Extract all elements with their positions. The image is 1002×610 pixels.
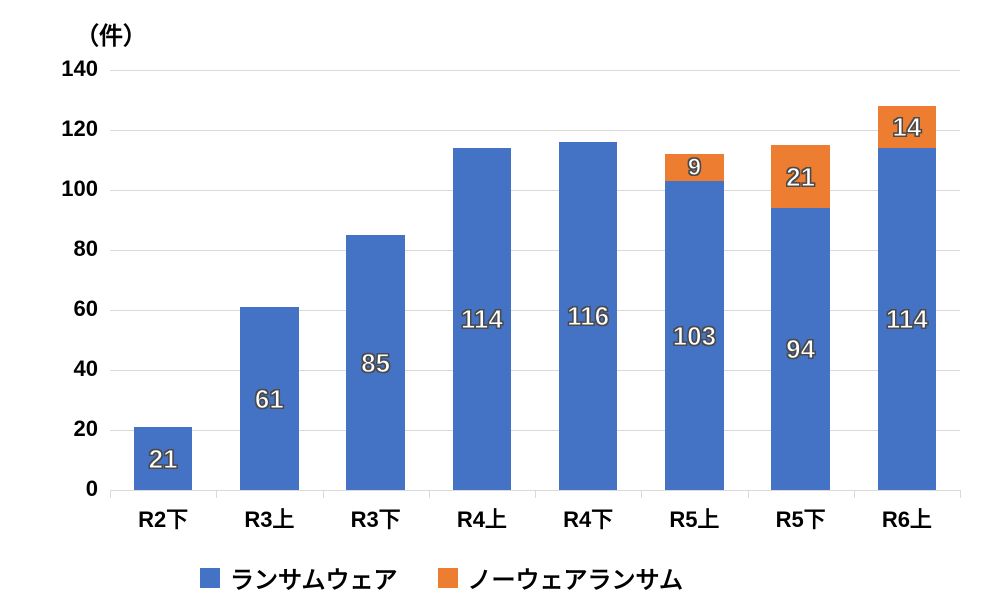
bar-value-label: 85 bbox=[346, 350, 404, 376]
x-tick-label: R3下 bbox=[323, 502, 429, 534]
x-tick-label: R2下 bbox=[110, 502, 216, 534]
x-tick-mark bbox=[641, 490, 642, 498]
gridline bbox=[110, 430, 960, 431]
bar-value-label: 114 bbox=[878, 306, 936, 332]
bar-value-label: 21 bbox=[771, 164, 829, 190]
plot-area: 02040608010012014021R2下61R3上85R3下114R4上1… bbox=[110, 70, 960, 490]
y-tick-label: 140 bbox=[38, 56, 98, 82]
x-tick-mark bbox=[960, 490, 961, 498]
x-tick-label: R3上 bbox=[216, 502, 322, 534]
x-tick-mark bbox=[216, 490, 217, 498]
x-tick-label: R4下 bbox=[535, 502, 641, 534]
y-tick-label: 100 bbox=[38, 176, 98, 202]
x-tick-label: R4上 bbox=[429, 502, 535, 534]
x-tick-mark bbox=[854, 490, 855, 498]
legend-swatch bbox=[438, 568, 458, 588]
y-tick-label: 40 bbox=[38, 356, 98, 382]
gridline bbox=[110, 70, 960, 71]
legend-item-noware_ransom: ノーウェアランサム bbox=[438, 560, 684, 595]
x-tick-mark bbox=[429, 490, 430, 498]
gridline bbox=[110, 130, 960, 131]
x-tick-label: R6上 bbox=[854, 502, 960, 534]
bar-value-label: 21 bbox=[134, 446, 192, 472]
gridline bbox=[110, 190, 960, 191]
gridline bbox=[110, 310, 960, 311]
bar-value-label: 9 bbox=[665, 156, 723, 180]
gridline bbox=[110, 370, 960, 371]
legend-label: ランサムウェア bbox=[230, 560, 398, 595]
bar-value-label: 116 bbox=[559, 303, 617, 329]
y-tick-label: 120 bbox=[38, 116, 98, 142]
gridline bbox=[110, 250, 960, 251]
y-tick-label: 20 bbox=[38, 416, 98, 442]
bar-value-label: 94 bbox=[771, 336, 829, 362]
y-tick-label: 0 bbox=[38, 476, 98, 502]
bar-value-label: 114 bbox=[453, 306, 511, 332]
x-tick-mark bbox=[110, 490, 111, 498]
legend-item-ransomware: ランサムウェア bbox=[200, 560, 398, 595]
legend-label: ノーウェアランサム bbox=[468, 560, 684, 595]
x-tick-label: R5上 bbox=[641, 502, 747, 534]
y-tick-label: 80 bbox=[38, 236, 98, 262]
legend-swatch bbox=[200, 568, 220, 588]
bar-value-label: 14 bbox=[878, 114, 936, 140]
chart-container: （件） 02040608010012014021R2下61R3上85R3下114… bbox=[0, 0, 1002, 610]
x-tick-mark bbox=[748, 490, 749, 498]
bar-value-label: 61 bbox=[240, 386, 298, 412]
x-tick-mark bbox=[323, 490, 324, 498]
legend: ランサムウェア ノーウェアランサム bbox=[200, 560, 683, 595]
x-tick-label: R5下 bbox=[748, 502, 854, 534]
x-tick-mark bbox=[535, 490, 536, 498]
bar-value-label: 103 bbox=[665, 323, 723, 349]
y-tick-label: 60 bbox=[38, 296, 98, 322]
y-axis-unit-label: （件） bbox=[75, 16, 147, 51]
